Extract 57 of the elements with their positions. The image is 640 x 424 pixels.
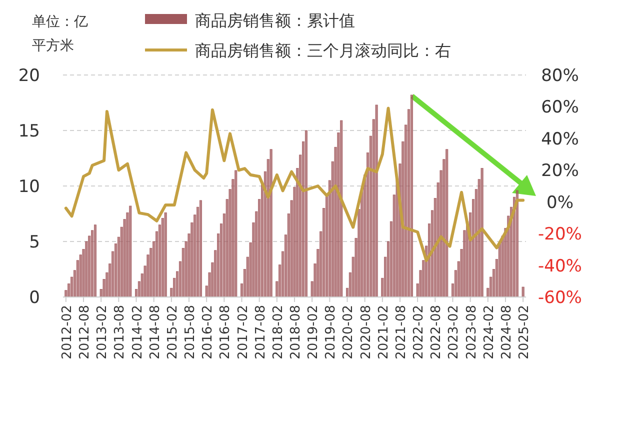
bar: [164, 212, 167, 298]
x-tick-label: 2021-02: [376, 305, 392, 360]
x-tick-label: 2016-08: [218, 305, 234, 360]
x-tick-label: 2016-02: [200, 305, 216, 360]
bar: [410, 94, 413, 298]
y2-tick-label: 40%: [541, 129, 579, 150]
x-tick-label: 2023-02: [446, 305, 462, 360]
bar: [522, 286, 524, 298]
y2-tick-label: 60%: [541, 98, 579, 118]
x-tick-label: 2019-02: [306, 305, 322, 360]
x-tick-label: 2022-02: [412, 305, 427, 360]
x-tick-label: 2024-02: [482, 305, 497, 360]
bar: [304, 130, 308, 298]
bar: [234, 170, 238, 298]
legend-label: 商品房销售额：累计值: [195, 11, 355, 30]
x-tick-label: 2018-08: [288, 305, 304, 360]
x-tick-label: 2017-02: [236, 305, 251, 360]
x-tick-label: 2017-08: [253, 305, 268, 360]
x-tick-label: 2014-02: [130, 305, 146, 360]
x-tick-label: 2013-08: [112, 305, 128, 360]
x-tick-label: 2015-02: [165, 305, 180, 360]
x-tick-label: 2012-02: [60, 305, 75, 360]
bar: [375, 104, 378, 298]
y2-tick-label: 80%: [541, 66, 579, 86]
x-tick-label: 2012-08: [78, 305, 93, 360]
x-tick-label: 2015-08: [183, 305, 198, 360]
y2-tick-label: -20%: [538, 224, 582, 245]
bar: [446, 149, 448, 298]
bar: [94, 224, 96, 298]
x-tick-label: 2025-02: [517, 305, 532, 360]
bar: [516, 190, 518, 298]
bar: [480, 168, 484, 298]
y-tick-label: 5: [29, 232, 40, 252]
y2-tick-label: -60%: [538, 288, 582, 308]
bar: [129, 206, 132, 298]
x-tick-label: 2024-08: [499, 305, 514, 360]
y2-tick-label: -40%: [538, 256, 582, 276]
x-tick-label: 2013-02: [95, 305, 110, 360]
x-tick-label: 2023-08: [464, 305, 480, 360]
bar: [270, 149, 272, 298]
x-tick-label: 2022-08: [429, 305, 444, 360]
x-tick-label: 2020-08: [358, 305, 374, 360]
y2-tick-label: 0%: [546, 192, 574, 213]
y-tick-label: 20: [18, 66, 40, 86]
bar: [199, 200, 202, 298]
y-axis-title: 单位：亿平方米: [32, 14, 88, 54]
y2-tick-label: 20%: [541, 161, 579, 182]
x-tick-label: 2021-08: [394, 305, 409, 360]
y-tick-label: 10: [18, 177, 40, 197]
bar: [340, 120, 343, 298]
y-tick-label: 15: [18, 122, 40, 142]
x-tick-label: 2014-08: [148, 305, 163, 360]
x-tick-label: 2018-02: [270, 305, 286, 360]
legend-label: 商品房销售额：三个月滚动同比：右: [195, 41, 451, 60]
x-tick-label: 2019-08: [324, 305, 339, 360]
x-tick-label: 2020-02: [341, 305, 356, 360]
y-tick-label: 0: [29, 288, 40, 308]
